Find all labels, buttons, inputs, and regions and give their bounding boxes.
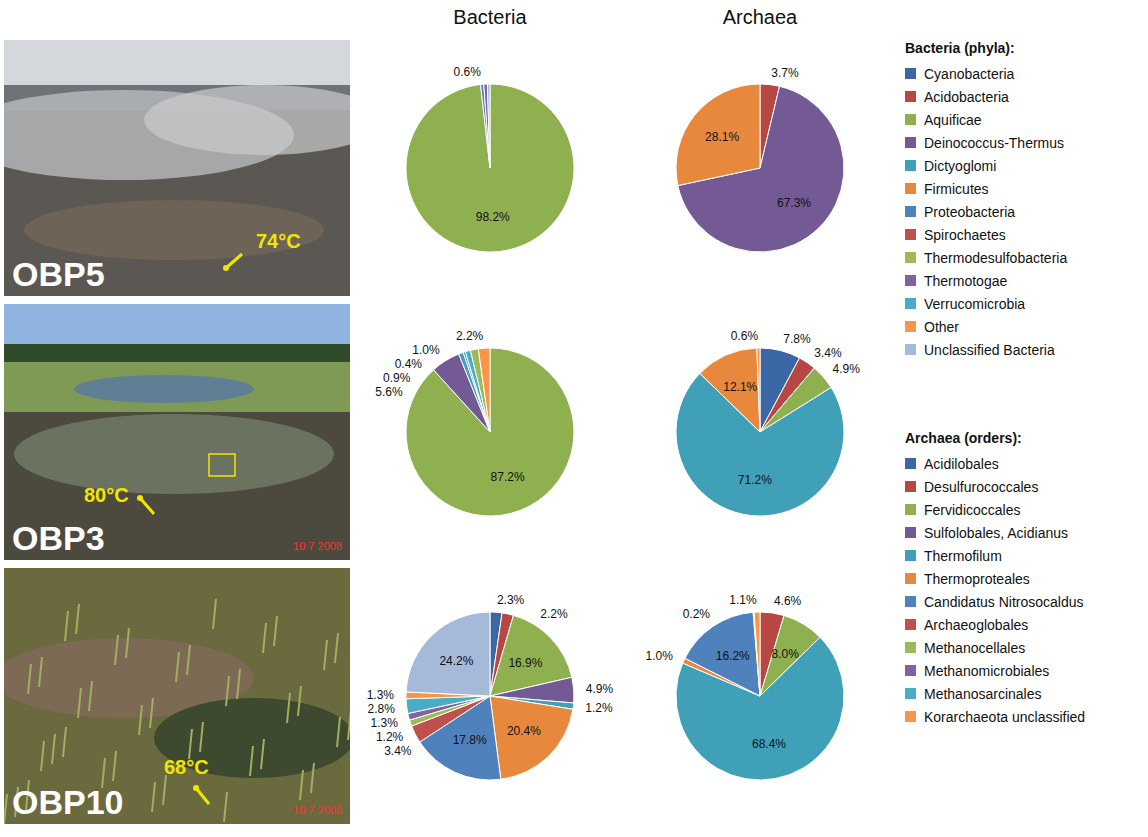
svg-text:67.3%: 67.3%	[777, 196, 811, 210]
html-text:Acidilobales: Acidilobales	[924, 455, 999, 472]
svg-text:71.2%: 71.2%	[738, 473, 772, 487]
html-text:Spirochaetes: Spirochaetes	[924, 226, 1006, 243]
svg-text:4.9%: 4.9%	[833, 362, 861, 376]
svg-text:0.9%: 0.9%	[383, 371, 411, 385]
svg-text:3.7%: 3.7%	[771, 66, 799, 80]
svg-text:10 7 2008: 10 7 2008	[293, 540, 342, 552]
svg-text:87.2%: 87.2%	[491, 470, 525, 484]
html-text:Archaea: Archaea	[722, 6, 798, 28]
svg-text:2.3%: 2.3%	[497, 593, 525, 607]
svg-text:1.0%: 1.0%	[412, 343, 440, 357]
html-text:Thermofilum: Thermofilum	[924, 547, 1002, 564]
html-text:Bacteria: Bacteria	[453, 6, 527, 28]
svg-text:1.1%: 1.1%	[729, 593, 757, 607]
html-text:Cyanobacteria: Cyanobacteria	[924, 65, 1015, 82]
html-text:Dictyoglomi: Dictyoglomi	[924, 157, 997, 174]
html-text:Other: Other	[924, 318, 959, 335]
svg-text:1.2%: 1.2%	[376, 730, 404, 744]
html-text:Thermodesulfobacteria: Thermodesulfobacteria	[924, 249, 1068, 266]
html-text:Bacteria (phyla):: Bacteria (phyla):	[905, 40, 1015, 56]
svg-text:28.1%: 28.1%	[705, 130, 739, 144]
svg-text:12.1%: 12.1%	[723, 380, 757, 394]
svg-text:3.4%: 3.4%	[384, 744, 412, 758]
svg-text:68.4%: 68.4%	[752, 737, 786, 751]
html-text:Aquificae: Aquificae	[924, 111, 982, 128]
svg-text:0.6%: 0.6%	[731, 329, 759, 343]
svg-text:1.2%: 1.2%	[585, 701, 613, 715]
html-text:Firmicutes: Firmicutes	[924, 180, 989, 197]
html-text:Verrucomicrobia: Verrucomicrobia	[924, 295, 1026, 312]
svg-text:0.6%: 0.6%	[454, 65, 482, 79]
svg-text:4.6%: 4.6%	[774, 594, 802, 608]
html-text:Desulfurococcales: Desulfurococcales	[924, 478, 1039, 495]
svg-text:0.4%: 0.4%	[395, 357, 423, 371]
html-text:Acidobacteria: Acidobacteria	[924, 88, 1009, 105]
svg-text:20.4%: 20.4%	[507, 724, 541, 738]
svg-text:1.3%: 1.3%	[367, 688, 395, 702]
svg-text:80°C: 80°C	[84, 484, 129, 506]
svg-text:3.4%: 3.4%	[814, 346, 842, 360]
html-text:Methanosarcinales: Methanosarcinales	[924, 685, 1042, 702]
svg-text:8.0%: 8.0%	[771, 647, 799, 661]
html-text:Korarchaeota unclassified: Korarchaeota unclassified	[924, 708, 1086, 725]
svg-text:10 7 2008: 10 7 2008	[293, 804, 342, 816]
html-text:Thermotogae: Thermotogae	[924, 272, 1008, 289]
svg-text:2.8%: 2.8%	[368, 702, 396, 716]
html-text:Methanomicrobiales: Methanomicrobiales	[924, 662, 1050, 679]
html-text:Unclassified Bacteria: Unclassified Bacteria	[924, 341, 1055, 358]
svg-text:17.8%: 17.8%	[453, 733, 487, 747]
html-text:Deinococcus-Thermus: Deinococcus-Thermus	[924, 134, 1065, 151]
svg-text:1.0%: 1.0%	[646, 649, 674, 663]
svg-text:68°C: 68°C	[164, 756, 209, 778]
svg-text:2.2%: 2.2%	[540, 607, 568, 621]
html-text:Candidatus Nitrosocaldus: Candidatus Nitrosocaldus	[924, 593, 1084, 610]
svg-text:16.9%: 16.9%	[508, 656, 542, 670]
svg-text:OBP10: OBP10	[12, 783, 124, 821]
svg-text:4.9%: 4.9%	[586, 682, 614, 696]
html-text:Thermoproteales: Thermoproteales	[924, 570, 1030, 587]
svg-text:1.3%: 1.3%	[371, 716, 399, 730]
html-text:Proteobacteria: Proteobacteria	[924, 203, 1016, 220]
html-text:Archaeoglobales: Archaeoglobales	[924, 616, 1029, 633]
svg-text:16.2%: 16.2%	[716, 649, 750, 663]
svg-text:74°C: 74°C	[256, 230, 301, 252]
svg-text:2.2%: 2.2%	[456, 329, 484, 343]
html-text:Methanocellales: Methanocellales	[924, 639, 1026, 656]
svg-text:0.2%: 0.2%	[683, 607, 711, 621]
svg-text:OBP3: OBP3	[12, 519, 105, 557]
svg-text:98.2%: 98.2%	[476, 210, 510, 224]
html-text:Fervidicoccales: Fervidicoccales	[924, 501, 1021, 518]
svg-text:5.6%: 5.6%	[375, 385, 403, 399]
html-text:Sulfolobales, Acidianus: Sulfolobales, Acidianus	[924, 524, 1068, 541]
svg-text:OBP5: OBP5	[12, 255, 105, 293]
svg-text:24.2%: 24.2%	[439, 654, 473, 668]
html-text:Archaea (orders):: Archaea (orders):	[905, 430, 1022, 446]
svg-text:7.8%: 7.8%	[783, 332, 811, 346]
